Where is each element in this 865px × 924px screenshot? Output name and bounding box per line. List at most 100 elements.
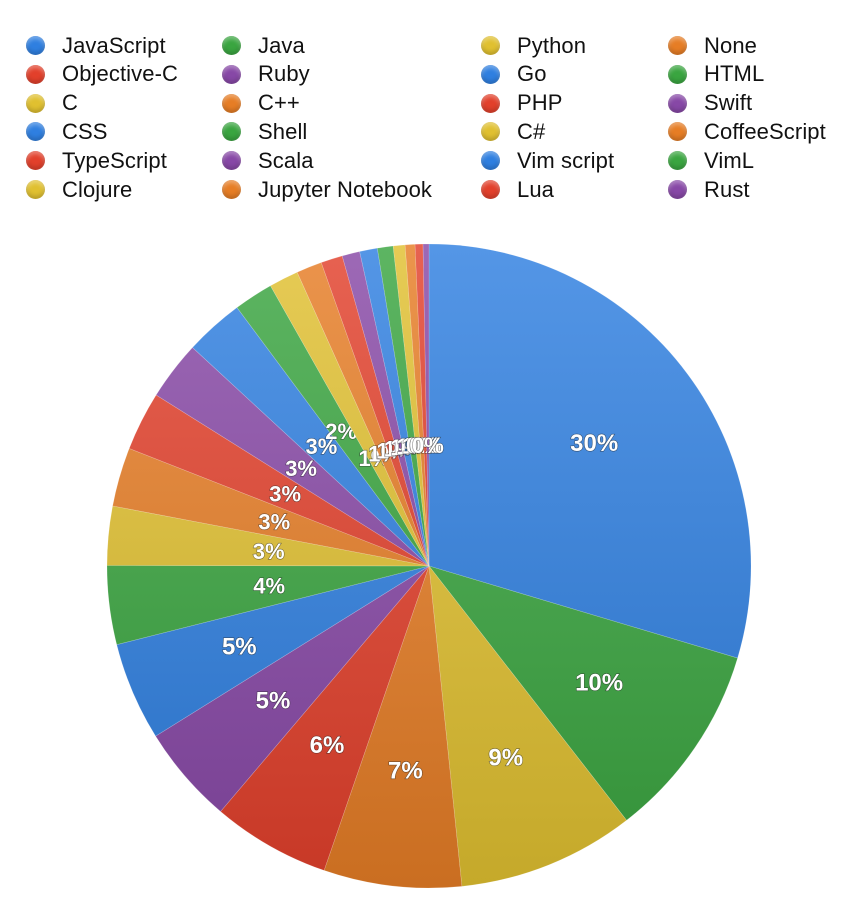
pie-slice bbox=[414, 243, 430, 567]
pie-slice bbox=[428, 564, 627, 887]
pie-slice bbox=[236, 285, 430, 567]
legend-swatch bbox=[222, 122, 241, 142]
slice-value-label: 3% bbox=[258, 509, 290, 534]
legend-label: Rust bbox=[704, 176, 750, 202]
pie-slice bbox=[296, 262, 430, 567]
legend-item: Vim script bbox=[481, 146, 614, 175]
slice-value-label: 3% bbox=[253, 539, 285, 564]
pie-slice bbox=[359, 247, 430, 567]
slice-value-label: 3% bbox=[306, 434, 338, 459]
legend-item: CSS bbox=[26, 117, 108, 146]
pie-slice bbox=[404, 243, 430, 567]
legend-item: Lua bbox=[481, 175, 554, 204]
legend-swatch bbox=[481, 122, 500, 142]
legend-label: Go bbox=[517, 61, 547, 87]
legend-label: Objective-C bbox=[62, 61, 179, 87]
pie-slice bbox=[392, 244, 430, 567]
legend-item: Rust bbox=[668, 175, 750, 204]
legend-swatch bbox=[222, 151, 241, 171]
legend-swatch bbox=[26, 122, 45, 142]
pie-slice bbox=[155, 565, 430, 812]
legend-item: C++ bbox=[222, 89, 300, 118]
slice-value-label: 0% bbox=[409, 433, 441, 458]
slice-value-label: 0% bbox=[412, 433, 444, 458]
legend-swatch bbox=[481, 180, 500, 199]
slice-value-label: 6% bbox=[310, 732, 345, 759]
legend-label: CoffeeScript bbox=[704, 118, 826, 144]
pie-slice bbox=[106, 505, 430, 567]
legend-swatch bbox=[26, 151, 45, 171]
legend-label: JavaScript bbox=[62, 32, 166, 58]
legend-item: CoffeeScript bbox=[668, 117, 826, 146]
legend-label: Java bbox=[258, 32, 305, 58]
legend-label: Python bbox=[517, 32, 587, 58]
legend-item: Swift bbox=[668, 89, 752, 118]
pie-slice bbox=[376, 245, 430, 567]
legend-item: C# bbox=[481, 117, 545, 146]
legend-swatch bbox=[222, 93, 241, 113]
legend: JavaScript Java Python None Objective-C Ruby G… bbox=[26, 31, 856, 209]
slice-value-label: 4% bbox=[253, 574, 285, 599]
legend-label: C# bbox=[517, 118, 546, 144]
legend-item: C bbox=[26, 89, 78, 118]
legend-swatch bbox=[26, 93, 45, 113]
slice-value-label: 10% bbox=[575, 669, 623, 696]
pie-slice bbox=[128, 394, 430, 567]
legend-label: Lua bbox=[517, 176, 555, 202]
legend-label: None bbox=[704, 32, 757, 58]
legend-item: PHP bbox=[481, 89, 563, 118]
pie-slice bbox=[422, 243, 430, 567]
legend-label: Shell bbox=[258, 118, 308, 144]
legend-label: C++ bbox=[258, 90, 300, 116]
legend-label: C bbox=[62, 90, 78, 116]
slice-value-label: 7% bbox=[388, 758, 423, 785]
legend-label: Scala bbox=[258, 147, 314, 173]
legend-swatch bbox=[481, 64, 500, 84]
pie-slice bbox=[323, 565, 463, 889]
legend-swatch bbox=[481, 93, 500, 113]
legend-item: Go bbox=[481, 60, 547, 89]
slice-value-label: 9% bbox=[488, 744, 523, 771]
legend-swatch bbox=[668, 36, 687, 55]
legend-swatch bbox=[26, 36, 45, 55]
legend-label: Ruby bbox=[258, 61, 310, 87]
legend-item: None bbox=[668, 31, 757, 60]
pie-slice bbox=[341, 251, 430, 567]
legend-swatch bbox=[222, 36, 241, 55]
legend-item: Jupyter Notebook bbox=[222, 175, 432, 204]
legend-label: Swift bbox=[704, 90, 753, 116]
slice-value-label: 5% bbox=[222, 634, 257, 661]
legend-label: PHP bbox=[517, 90, 563, 116]
slice-value-label: 5% bbox=[256, 688, 291, 715]
legend-item: Java bbox=[222, 31, 305, 60]
legend-label: VimL bbox=[704, 147, 755, 173]
legend-item: Python bbox=[481, 31, 586, 60]
legend-item: Ruby bbox=[222, 60, 310, 89]
legend-item: VimL bbox=[668, 146, 754, 175]
legend-swatch bbox=[668, 93, 687, 113]
legend-swatch bbox=[481, 151, 500, 171]
pie-slice bbox=[320, 255, 430, 567]
pie-slice bbox=[192, 307, 430, 567]
legend-item: Objective-C bbox=[26, 60, 178, 89]
slice-value-label: 3% bbox=[269, 482, 301, 507]
legend-swatch bbox=[26, 180, 45, 199]
pie-slice bbox=[106, 565, 430, 645]
legend-label: CSS bbox=[62, 118, 108, 144]
pie-slice bbox=[220, 565, 430, 871]
legend-swatch bbox=[668, 151, 687, 171]
pie-slice bbox=[112, 448, 430, 567]
legend-swatch bbox=[26, 64, 45, 84]
slice-value-label: 30% bbox=[570, 430, 618, 457]
legend-item: TypeScript bbox=[26, 146, 167, 175]
pie-slice bbox=[270, 271, 430, 567]
slice-value-label: 0% bbox=[406, 433, 438, 458]
pie-slice bbox=[155, 347, 430, 567]
legend-label: Jupyter Notebook bbox=[258, 176, 433, 202]
legend-item: Scala bbox=[222, 146, 314, 175]
slice-value-label: 3% bbox=[285, 456, 317, 481]
legend-item: HTML bbox=[668, 60, 764, 89]
pie-slice bbox=[116, 565, 430, 737]
legend-swatch bbox=[222, 180, 241, 199]
